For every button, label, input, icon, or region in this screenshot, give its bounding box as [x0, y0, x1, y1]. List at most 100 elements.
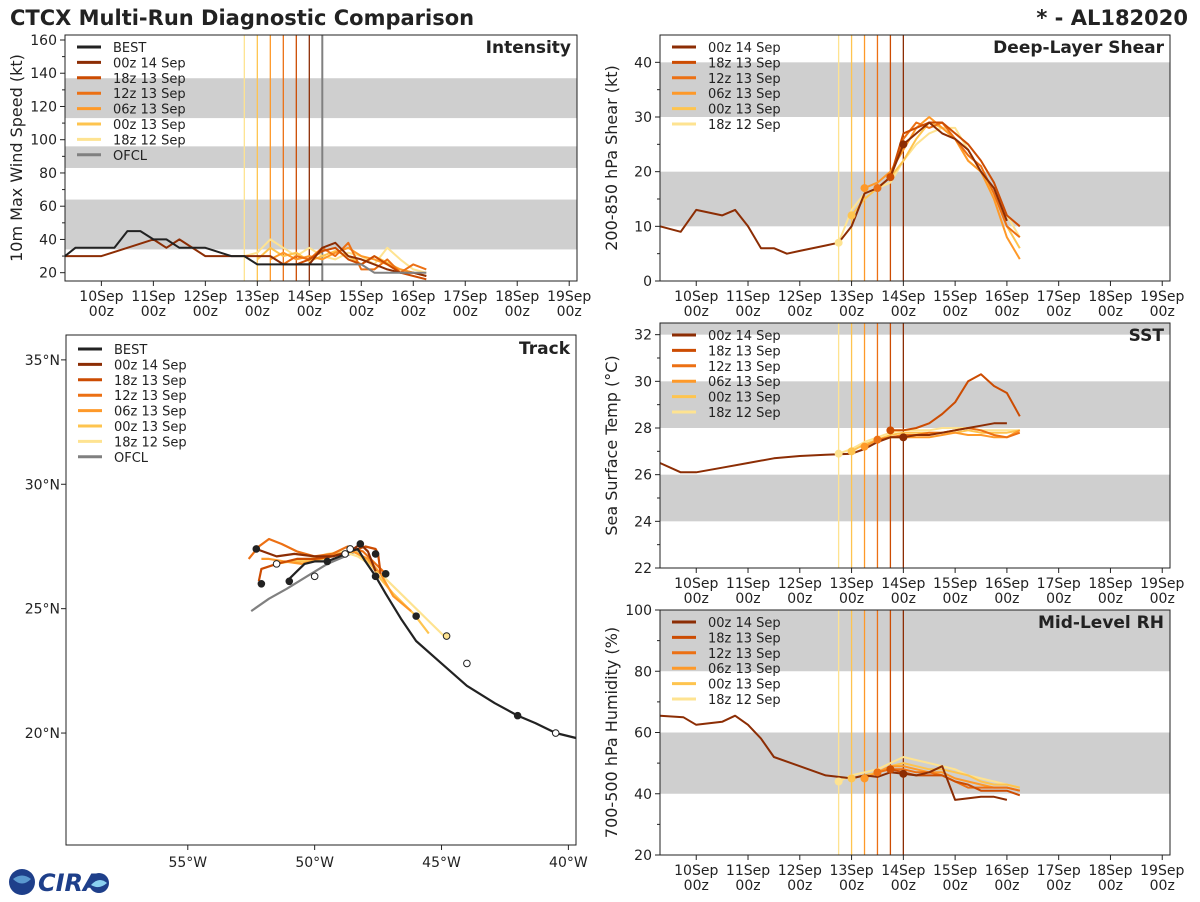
- x-tick-label: 00z: [89, 304, 114, 320]
- legend-label: 18z 12 Sep: [708, 406, 781, 421]
- x-tick-label: 00z: [735, 591, 760, 607]
- swirl-icon: [13, 875, 31, 884]
- y-tick-label: 20: [634, 848, 652, 864]
- y-tick-label: 20: [39, 266, 57, 282]
- x-tick-label: 00z: [891, 304, 916, 320]
- init-marker: [860, 774, 869, 783]
- init-marker: [899, 433, 908, 442]
- x-tick-label: 18Sep: [495, 289, 539, 305]
- x-tick-label: 10Sep: [674, 576, 718, 592]
- x-tick-label: 11Sep: [131, 289, 175, 305]
- y-tick-label: 100: [625, 603, 652, 619]
- legend-label: 00z 14 Sep: [708, 616, 781, 631]
- init-marker: [834, 449, 843, 458]
- x-tick-label: 00z: [684, 878, 709, 894]
- x-tick-label: 13Sep: [829, 289, 873, 305]
- legend-label: 06z 13 Sep: [113, 103, 186, 118]
- legend-label: 18z 12 Sep: [114, 435, 187, 450]
- x-tick-label: 50°W: [295, 855, 334, 871]
- legend-label: 00z 13 Sep: [114, 420, 187, 435]
- legend-label: 00z 13 Sep: [113, 118, 186, 133]
- shaded-band: [660, 474, 1170, 522]
- y-tick-label: 40: [634, 787, 652, 803]
- x-tick-label: 15Sep: [339, 289, 383, 305]
- series-line-18z-13-Sep: [890, 373, 1021, 432]
- x-tick-label: 00z: [891, 878, 916, 894]
- legend-label: 12z 13 Sep: [708, 647, 781, 662]
- init-marker: [899, 769, 908, 778]
- x-tick-label: 00z: [349, 304, 374, 320]
- legend-label: 12z 13 Sep: [113, 87, 186, 102]
- series-line-00z-14-Sep: [659, 121, 1008, 255]
- x-tick-label: 10Sep: [674, 289, 718, 305]
- series-line-18z-13-Sep: [889, 121, 1021, 228]
- x-tick-label: 00z: [943, 878, 968, 894]
- x-tick-label: 00z: [1098, 591, 1123, 607]
- x-tick-label: 00z: [1098, 878, 1123, 894]
- y-tick-label: 60: [39, 199, 57, 215]
- x-tick-label: 00z: [193, 304, 218, 320]
- init-marker: [899, 140, 908, 149]
- track-position-dot: [551, 729, 560, 737]
- legend-label: 00z 13 Sep: [708, 678, 781, 693]
- y-tick-label: 0: [643, 274, 652, 290]
- track-line-00z-14-Sep: [255, 542, 377, 572]
- series-line-BEST: [64, 230, 323, 266]
- axes-frame: [64, 34, 578, 282]
- track-position-dot: [381, 570, 390, 578]
- y-tick-label: 100: [30, 133, 57, 149]
- y-tick-label: 35°N: [25, 353, 60, 369]
- axes-frame: [65, 334, 577, 846]
- shaded-band: [65, 199, 577, 250]
- x-tick-label: 00z: [245, 304, 270, 320]
- panel-shear: 01020304010Sep00z11Sep00z12Sep00z13Sep00…: [602, 34, 1184, 320]
- y-axis-label: 200-850 hPa Shear (kt): [602, 65, 621, 251]
- track-position-dot: [257, 579, 266, 588]
- legend-label: BEST: [114, 343, 147, 358]
- axes-frame: [659, 34, 1171, 282]
- x-tick-label: 00z: [787, 878, 812, 894]
- panel-title: Track: [519, 339, 571, 359]
- legend-label: 00z 13 Sep: [708, 391, 781, 406]
- x-tick-label: 00z: [557, 304, 582, 320]
- x-tick-label: 18Sep: [1088, 576, 1132, 592]
- panel-sst: 22242628303210Sep00z11Sep00z12Sep00z13Se…: [602, 322, 1184, 607]
- x-tick-label: 15Sep: [933, 289, 977, 305]
- track-position-dot: [356, 540, 365, 548]
- track-line-00z-13-Sep: [276, 550, 430, 635]
- x-tick-label: 00z: [735, 304, 760, 320]
- panel-title: SST: [1129, 326, 1165, 346]
- x-tick-label: 13Sep: [829, 576, 873, 592]
- y-tick-label: 20: [634, 165, 652, 181]
- x-tick-label: 00z: [1046, 591, 1071, 607]
- panel-title: Intensity: [486, 38, 571, 58]
- x-tick-label: 00z: [891, 591, 916, 607]
- x-tick-label: 15Sep: [933, 863, 977, 879]
- init-marker: [834, 238, 843, 247]
- x-tick-label: 00z: [297, 304, 322, 320]
- x-tick-label: 00z: [684, 304, 709, 320]
- x-tick-label: 12Sep: [183, 289, 227, 305]
- legend-label: 18z 13 Sep: [114, 374, 187, 389]
- legend-label: 00z 14 Sep: [113, 56, 186, 71]
- y-axis-label: Sea Surface Temp (°C): [602, 355, 621, 535]
- y-tick-label: 25°N: [25, 602, 60, 618]
- track-position-dot: [371, 572, 380, 581]
- x-tick-label: 16Sep: [985, 289, 1029, 305]
- panel-title: Deep-Layer Shear: [993, 38, 1164, 58]
- x-tick-label: 00z: [141, 304, 166, 320]
- y-axis-label: 700-500 hPa Humidity (%): [602, 627, 621, 838]
- legend-label: 12z 13 Sep: [708, 360, 781, 375]
- x-tick-label: 18Sep: [1088, 863, 1132, 879]
- init-marker: [834, 777, 843, 786]
- panel-track: 55°W 50°W 45°W 40°W 20°N 25°N 30°N 35°N Track BES…: [25, 334, 588, 871]
- init-marker: [873, 768, 882, 777]
- x-tick-label: 00z: [505, 304, 530, 320]
- y-tick-label: 20°N: [25, 726, 60, 742]
- shaded-band: [660, 323, 1170, 335]
- x-tick-label: 14Sep: [881, 289, 925, 305]
- legend-label: 00z 14 Sep: [708, 41, 781, 56]
- x-tick-label: 19Sep: [1140, 576, 1184, 592]
- legend-label: 18z 13 Sep: [113, 72, 186, 87]
- x-tick-label: 13Sep: [829, 863, 873, 879]
